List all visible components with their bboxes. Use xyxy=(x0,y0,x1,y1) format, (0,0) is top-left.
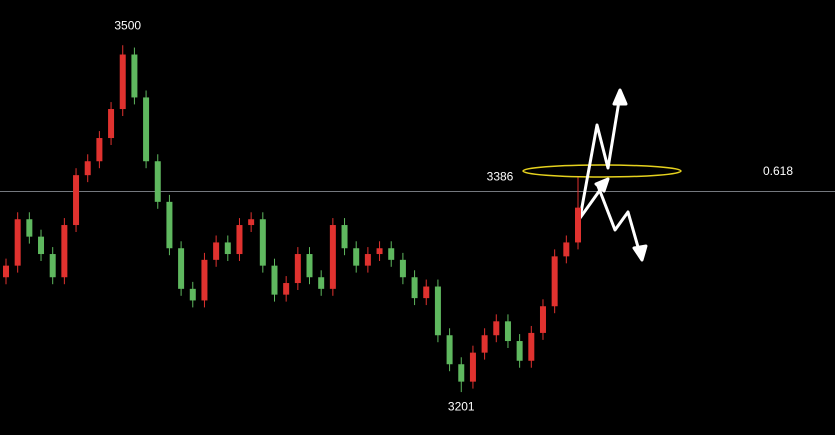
candle-body xyxy=(154,161,161,202)
candle-body xyxy=(504,321,511,342)
candle-body xyxy=(528,332,535,361)
candle-body xyxy=(131,54,138,98)
candle-body xyxy=(423,286,430,299)
candle-body xyxy=(458,364,465,382)
candle-body xyxy=(329,225,336,289)
candle-body xyxy=(224,242,231,255)
candle-body xyxy=(96,138,103,162)
candle-body xyxy=(3,265,9,278)
candle-body xyxy=(411,277,418,299)
candle-body xyxy=(119,54,126,110)
candle-body xyxy=(143,97,150,162)
candle-body xyxy=(446,335,453,365)
candle-body xyxy=(178,248,185,289)
projection-arrows xyxy=(578,88,648,262)
candle-body xyxy=(306,254,313,278)
low-label: 3201 xyxy=(448,399,475,413)
candle-body xyxy=(516,341,523,361)
candle-body xyxy=(61,225,68,278)
candle-body xyxy=(575,207,581,243)
candle-body xyxy=(376,248,383,255)
candle-body xyxy=(213,242,220,260)
candle-body xyxy=(493,321,500,336)
candle-body xyxy=(469,352,476,382)
candle-body xyxy=(259,219,266,266)
candle-body xyxy=(364,254,371,266)
candle-body xyxy=(399,259,406,278)
candle-body xyxy=(539,306,546,333)
candle-body xyxy=(341,225,348,249)
candle-body xyxy=(551,256,558,307)
candle-body xyxy=(73,175,80,226)
candle-body xyxy=(201,259,208,301)
candle-body xyxy=(388,248,395,260)
arrowhead xyxy=(632,244,648,262)
candle-body xyxy=(563,242,570,257)
candle-body xyxy=(271,265,278,295)
candle-body xyxy=(294,254,301,284)
arrowhead xyxy=(612,88,628,106)
arrow-up xyxy=(578,94,622,219)
candle-body xyxy=(236,225,243,255)
candle-body xyxy=(318,277,325,289)
arrow-down xyxy=(596,185,642,255)
candle-body xyxy=(353,248,360,266)
candle-body xyxy=(283,283,290,295)
highlight-ellipse xyxy=(522,164,682,178)
candle-body xyxy=(14,219,21,266)
candle-body xyxy=(108,109,115,139)
candle-body xyxy=(84,161,91,176)
last-high-label: 3386 xyxy=(487,170,514,184)
fib-label: 0.618 xyxy=(763,164,793,178)
candle-body xyxy=(434,286,441,336)
candle-body xyxy=(248,219,255,226)
candle-body xyxy=(481,335,488,353)
candle-body xyxy=(166,201,173,249)
candle-body xyxy=(189,288,196,301)
high-label: 3500 xyxy=(114,18,141,32)
candle-body xyxy=(26,219,33,237)
candle-body xyxy=(38,236,45,255)
candle-body xyxy=(49,254,56,278)
